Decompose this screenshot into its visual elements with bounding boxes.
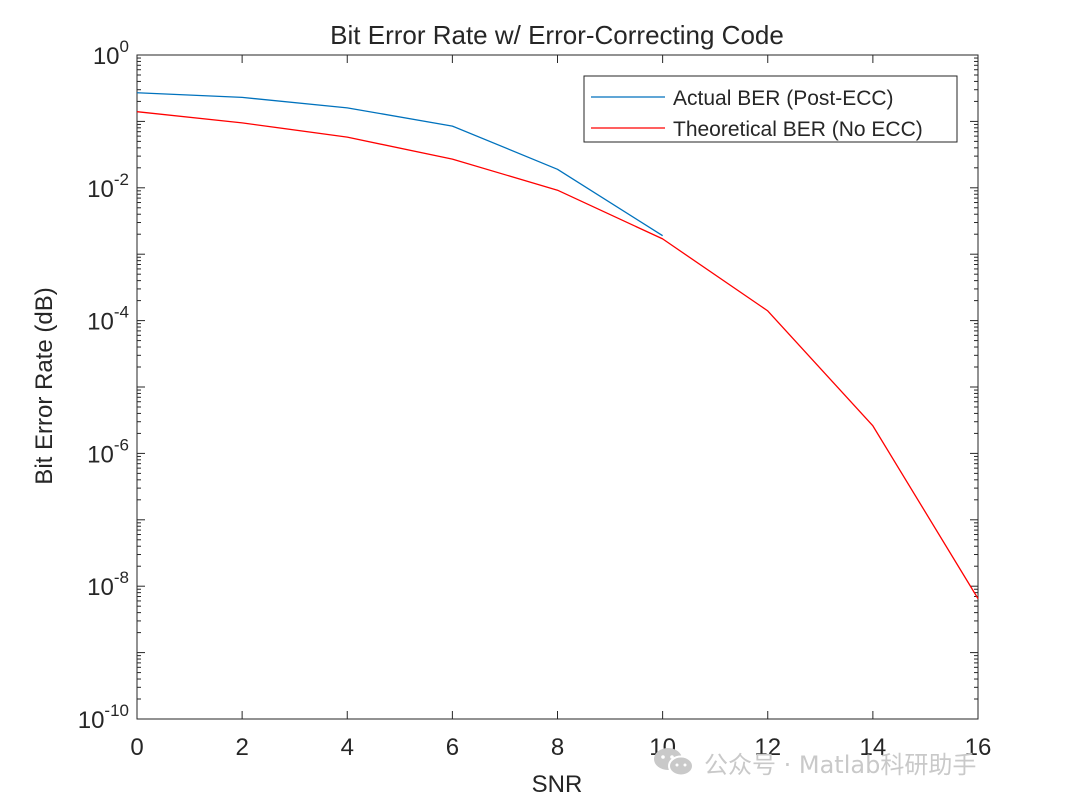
plot-area bbox=[136, 54, 979, 720]
x-tick-label: 2 bbox=[235, 734, 248, 761]
x-tick-label: 8 bbox=[551, 734, 564, 761]
series-line-2 bbox=[136, 111, 979, 599]
y-tick-label: 10-6 bbox=[87, 435, 129, 468]
y-tick-label: 100 bbox=[93, 37, 129, 70]
axes-box bbox=[136, 54, 979, 720]
y-tick-label: 10-4 bbox=[87, 303, 129, 336]
legend: Actual BER (Post-ECC) Theoretical BER (No… bbox=[583, 75, 958, 143]
x-tick-labels: 0 2 4 6 8 10 12 14 16 bbox=[130, 734, 991, 761]
series-layer bbox=[136, 92, 979, 599]
chart-title: Bit Error Rate w/ Error-Correcting Code bbox=[330, 20, 784, 50]
x-tick-label: 16 bbox=[965, 734, 992, 761]
x-tick-label: 14 bbox=[860, 734, 887, 761]
x-tick-label: 12 bbox=[754, 734, 781, 761]
wechat-icon bbox=[654, 748, 694, 777]
series-line-1 bbox=[136, 92, 663, 237]
major-ticks bbox=[136, 54, 979, 720]
y-tick-label: 10-8 bbox=[87, 568, 129, 601]
x-tick-label: 6 bbox=[446, 734, 459, 761]
watermark: 公众号 · Matlab科研助手 bbox=[652, 744, 976, 780]
x-tick-label: 0 bbox=[130, 734, 143, 761]
y-tick-label: 10-10 bbox=[78, 701, 129, 734]
y-tick-label: 10-2 bbox=[87, 170, 129, 203]
watermark-text: 公众号 · Matlab科研助手 bbox=[704, 750, 977, 779]
legend-label-1: Actual BER (Post-ECC) bbox=[673, 87, 894, 110]
minor-ticks bbox=[137, 57, 978, 700]
y-axis-label: Bit Error Rate (dB) bbox=[31, 287, 58, 484]
y-tick-labels: 10-10 10-8 10-6 10-4 10-2 100 bbox=[78, 37, 129, 734]
x-axis-label: SNR bbox=[532, 771, 583, 798]
legend-label-2: Theoretical BER (No ECC) bbox=[673, 118, 923, 141]
x-tick-label: 4 bbox=[341, 734, 354, 761]
legend-box bbox=[583, 75, 958, 143]
